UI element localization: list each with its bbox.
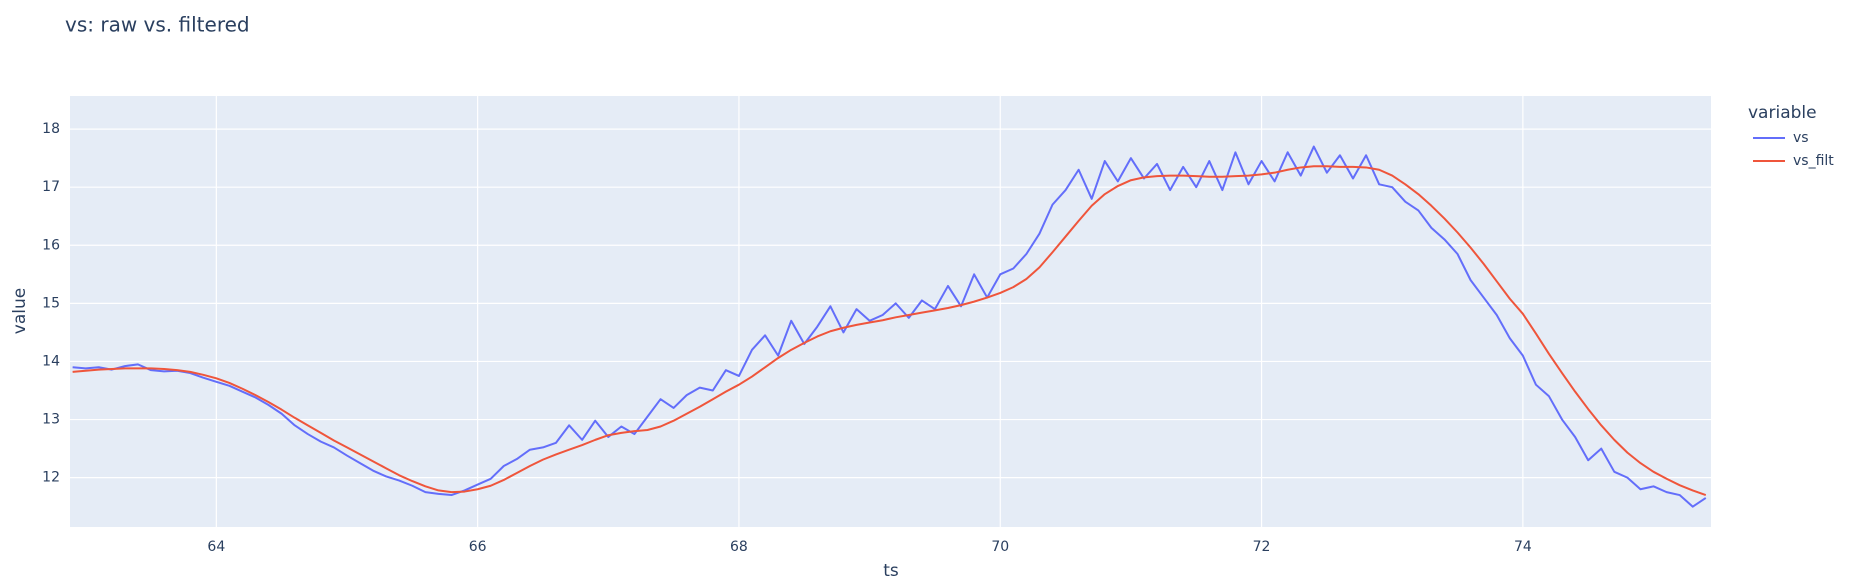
legend-title: variable — [1748, 103, 1817, 123]
series-line — [72, 145, 1707, 508]
y-tick-label: 16 — [42, 237, 60, 253]
y-tick-label: 12 — [42, 470, 60, 486]
plot-area — [70, 96, 1711, 527]
x-tick-label: 70 — [991, 539, 1009, 555]
y-tick-label: 17 — [42, 179, 60, 195]
x-tick-label: 64 — [207, 539, 225, 555]
y-axis-title: value — [10, 288, 30, 334]
legend-label: vs_filt — [1793, 153, 1834, 169]
x-tick-label: 72 — [1253, 539, 1271, 555]
x-tick-label: 68 — [730, 539, 748, 555]
series-line — [72, 165, 1707, 496]
legend-label: vs — [1793, 130, 1809, 146]
y-tick-label: 15 — [42, 295, 60, 311]
y-tick-label: 18 — [42, 121, 60, 137]
y-tick-label: 14 — [42, 353, 60, 369]
x-tick-label: 66 — [469, 539, 487, 555]
chart-title: vs: raw vs. filtered — [65, 13, 250, 37]
x-axis-title: ts — [883, 561, 899, 581]
x-tick-label: 74 — [1514, 539, 1532, 555]
y-tick-label: 13 — [42, 412, 60, 428]
